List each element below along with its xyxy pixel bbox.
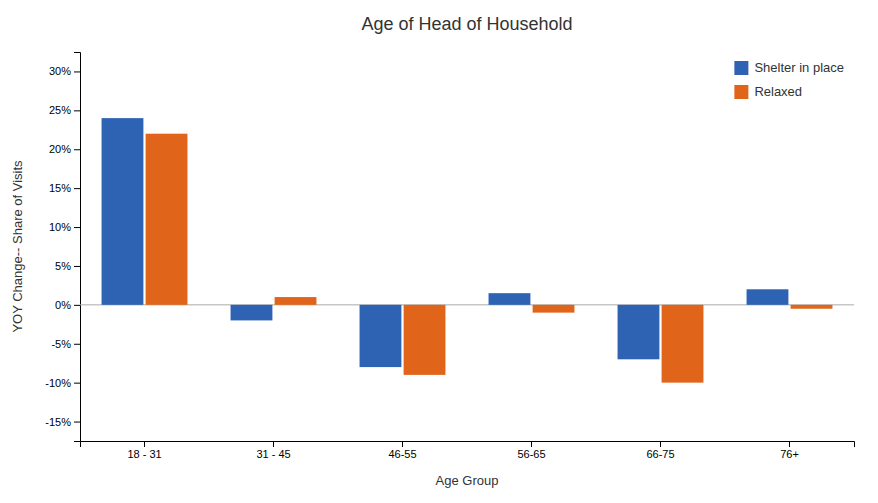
legend-item: Relaxed <box>734 84 802 99</box>
x-tick-label: 46-55 <box>388 448 416 460</box>
bar <box>360 305 402 367</box>
zero-line <box>80 304 854 305</box>
y-axis-title: YOY Change-- Share of Visits <box>10 160 25 333</box>
y-tick: 0% <box>55 299 80 311</box>
x-tick: 56-65 <box>517 441 545 460</box>
y-tick-mark <box>74 110 80 111</box>
x-tick-mark <box>789 441 790 447</box>
x-tick-mark <box>273 441 274 447</box>
y-tick: 25% <box>49 104 80 116</box>
y-tick: 20% <box>49 143 80 155</box>
y-tick-label: 10% <box>49 221 71 233</box>
y-tick-label: 0% <box>55 299 71 311</box>
y-tick-mark <box>74 227 80 228</box>
title: Age of Head of Household <box>361 14 572 34</box>
y-tick-mark <box>74 266 80 267</box>
x-tick-mark <box>531 441 532 447</box>
y-tick-mark <box>74 71 80 72</box>
y-tick-mark <box>74 344 80 345</box>
legend-label: Relaxed <box>754 84 802 99</box>
y-tick-label: 15% <box>49 182 71 194</box>
x-axis-line <box>81 442 855 448</box>
y-tick-mark <box>74 188 80 189</box>
x-tick: 76+ <box>780 441 799 460</box>
bar <box>404 305 446 375</box>
bar <box>747 289 789 305</box>
legend: Shelter in place Relaxed <box>734 60 844 99</box>
y-tick-label: -5% <box>51 338 71 350</box>
plot: -15% -10% -5% 0% 5% 10% 15% 20% 25% 30% 18 - 31 31 … <box>45 53 854 460</box>
y-tick: 5% <box>55 260 80 272</box>
marks <box>80 118 854 383</box>
legend-label: Shelter in place <box>754 60 844 75</box>
y-tick-mark <box>74 149 80 150</box>
x-tick-label: 76+ <box>780 448 799 460</box>
y-tick-label: 25% <box>49 104 71 116</box>
y-tick-mark <box>74 422 80 423</box>
x-tick: 66-75 <box>646 441 674 460</box>
y-tick: 10% <box>49 221 80 233</box>
y-axis: -15% -10% -5% 0% 5% 10% 15% 20% 25% 30% <box>45 53 80 442</box>
x-tick-label: 18 - 31 <box>127 448 161 460</box>
bar <box>791 305 833 309</box>
bar <box>662 305 704 383</box>
x-axis-title: Age Group <box>436 473 499 488</box>
x-axis: 18 - 31 31 - 45 46-55 56-65 66-75 76+ <box>81 441 855 460</box>
legend-item: Shelter in place <box>734 60 844 75</box>
bar <box>231 305 273 321</box>
bar <box>102 118 144 305</box>
y-tick: -15% <box>45 416 80 428</box>
y-tick: -5% <box>51 338 80 350</box>
x-tick-label: 66-75 <box>646 448 674 460</box>
legend-swatch <box>734 85 748 99</box>
x-tick-label: 56-65 <box>517 448 545 460</box>
bar <box>275 297 317 305</box>
y-tick-label: 5% <box>55 260 71 272</box>
x-tick-mark <box>660 441 661 447</box>
y-tick: 15% <box>49 182 80 194</box>
bar <box>533 305 575 313</box>
x-tick: 18 - 31 <box>127 441 161 460</box>
bar <box>146 134 188 305</box>
legend-swatch <box>734 61 748 75</box>
y-tick-label: -10% <box>45 377 71 389</box>
x-tick-label: 31 - 45 <box>256 448 290 460</box>
chart: -15% -10% -5% 0% 5% 10% 15% 20% 25% 30% 18 - 31 31 … <box>0 0 878 503</box>
y-tick-label: -15% <box>45 416 71 428</box>
x-tick: 46-55 <box>388 441 416 460</box>
y-tick-label: 20% <box>49 143 71 155</box>
y-tick-label: 30% <box>49 65 71 77</box>
x-tick-mark <box>402 441 403 447</box>
bar-series <box>146 134 833 383</box>
bar <box>489 293 531 305</box>
y-tick-mark <box>74 305 80 306</box>
x-tick: 31 - 45 <box>256 441 290 460</box>
y-tick: 30% <box>49 65 80 77</box>
y-tick: -10% <box>45 377 80 389</box>
y-axis-line <box>74 53 81 442</box>
bar <box>618 305 660 359</box>
x-tick-mark <box>144 441 145 447</box>
y-tick-mark <box>74 383 80 384</box>
